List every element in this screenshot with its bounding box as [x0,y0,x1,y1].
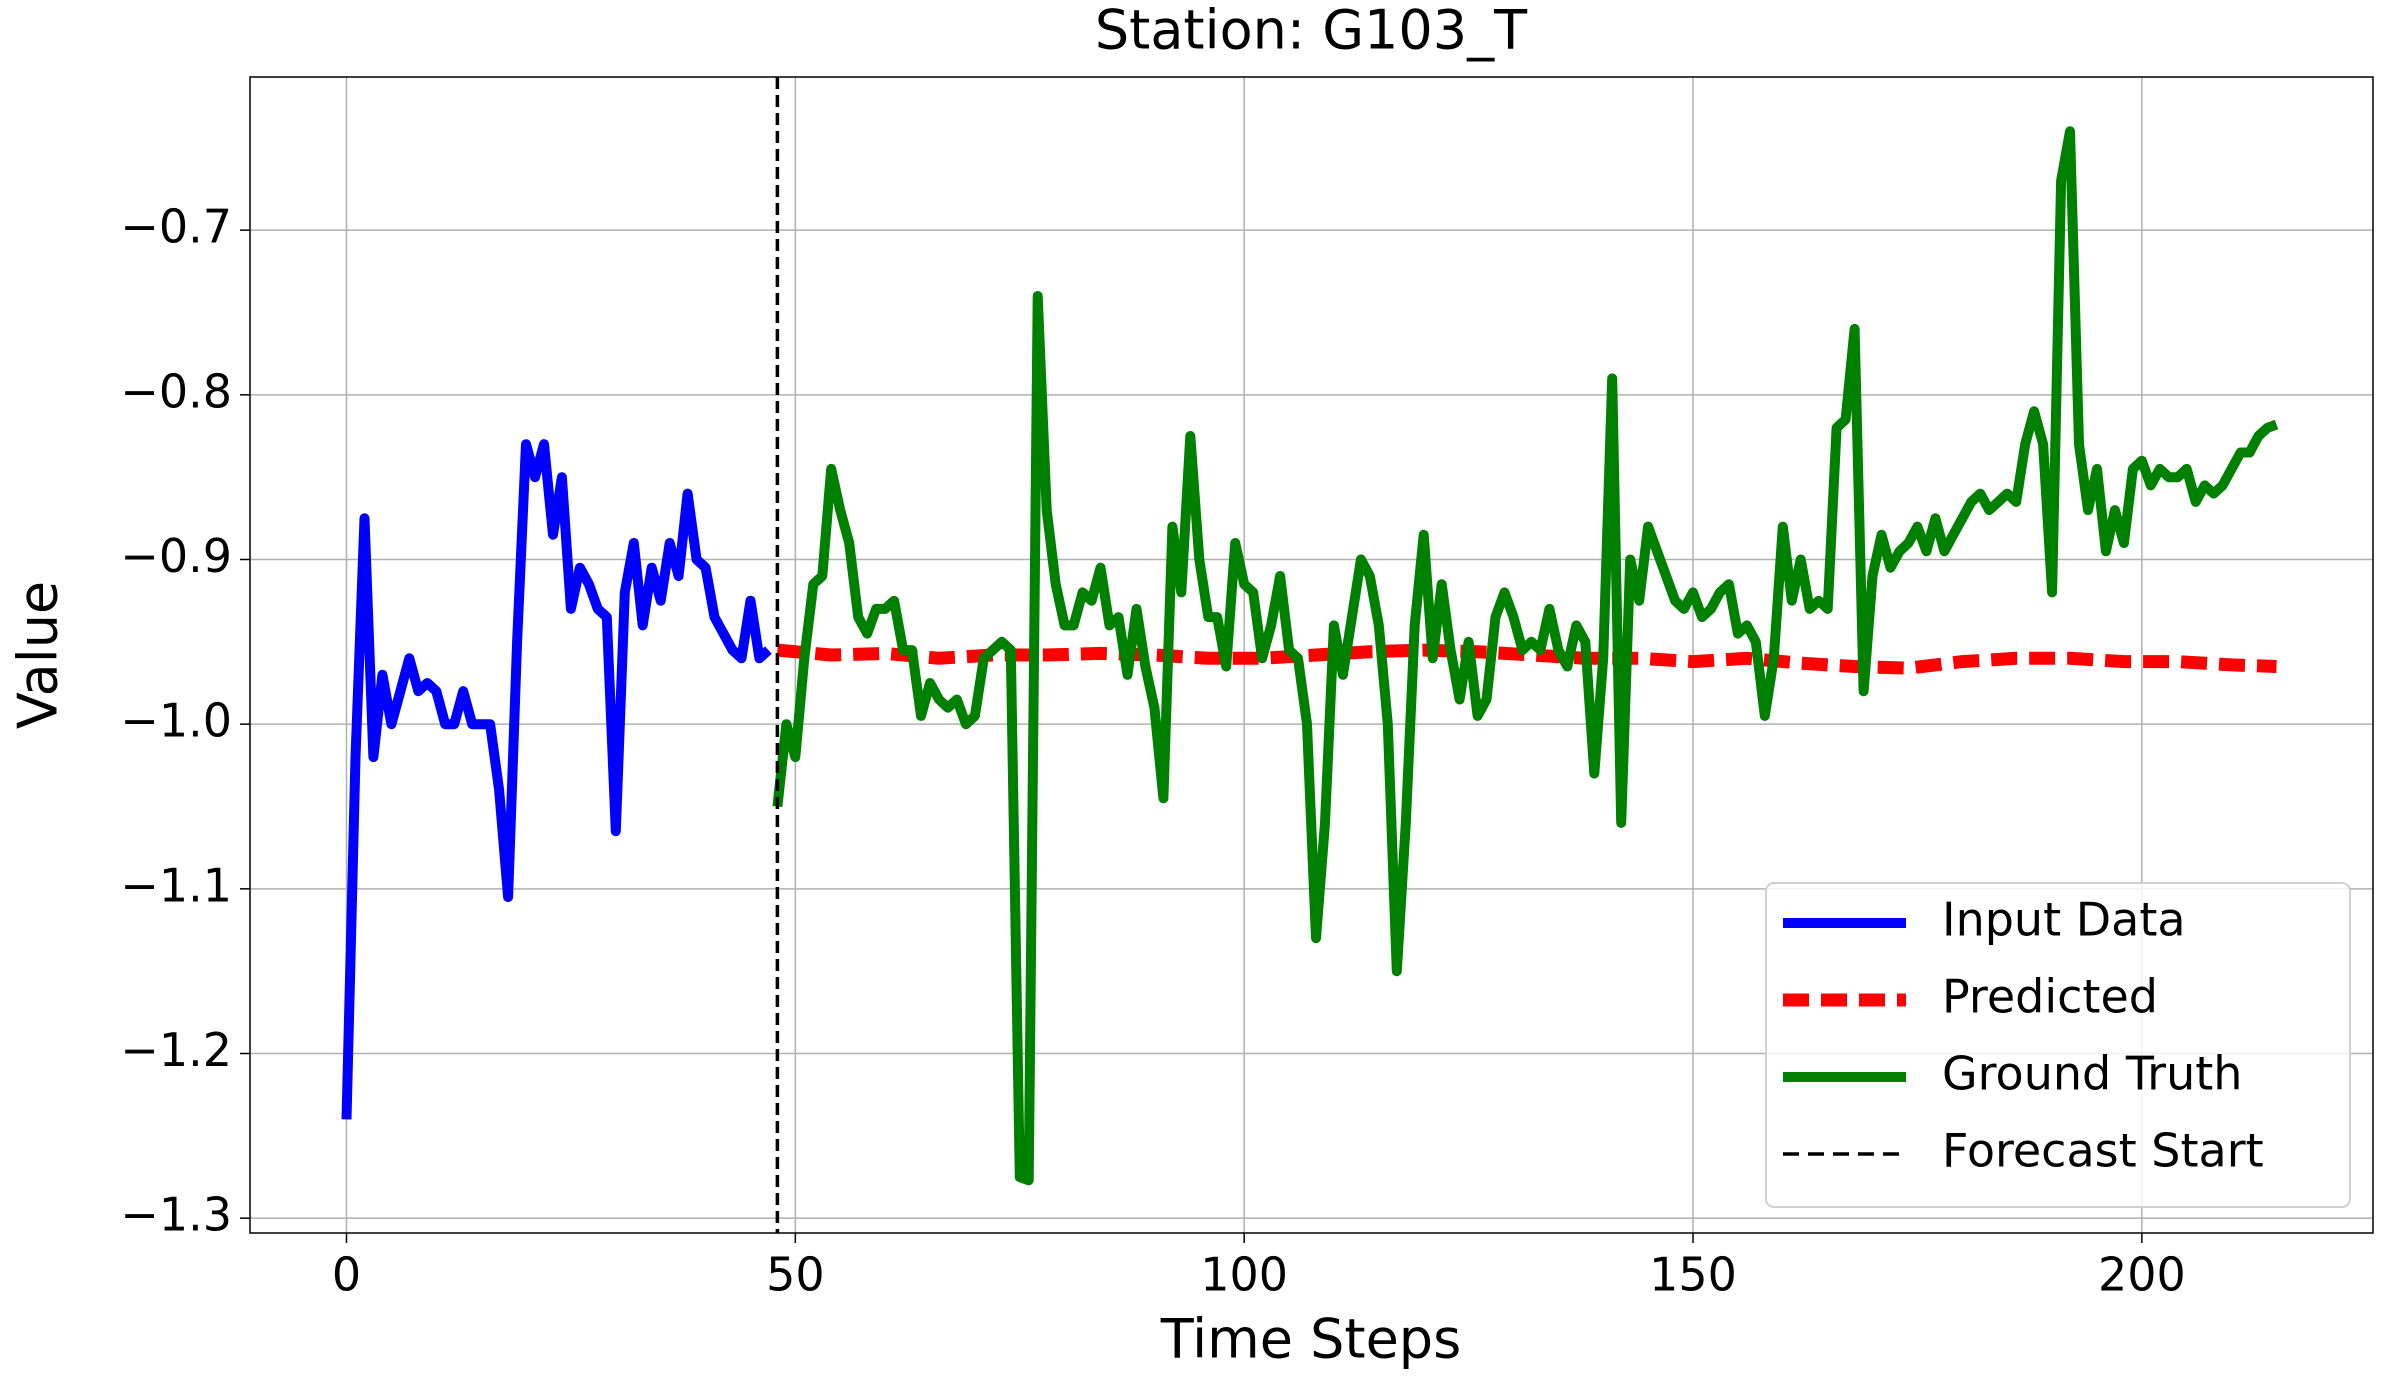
y-tick-label: −0.9 [120,529,232,583]
x-tick-label: 100 [1200,1248,1288,1302]
legend-label: Forecast Start [1942,1124,2264,1178]
y-axis-label: Value [7,581,70,729]
y-tick-label: −1.0 [120,694,232,748]
x-tick-label: 200 [2098,1248,2186,1302]
data-line [772,126,2279,1186]
y-tick-label: −0.8 [120,364,232,418]
x-tick-label: 50 [766,1248,825,1302]
plot-frame [249,76,2374,1234]
legend-box [1765,882,2351,1208]
data-line [776,643,2277,675]
y-tick-label: −1.2 [120,1023,232,1077]
x-axis-label: Time Steps [1160,1308,1461,1371]
y-tick-label: −0.7 [120,200,232,254]
data-line [341,439,772,1120]
x-tick-label: 150 [1649,1248,1737,1302]
legend-label: Predicted [1942,970,2158,1024]
x-tick-label: 0 [332,1248,361,1302]
chart-title: Station: G103_T [1095,0,1528,62]
y-tick-label: −1.1 [120,858,232,912]
legend-label: Ground Truth [1942,1047,2242,1101]
legend-label: Input Data [1942,893,2186,947]
y-tick-label: −1.3 [120,1188,232,1242]
